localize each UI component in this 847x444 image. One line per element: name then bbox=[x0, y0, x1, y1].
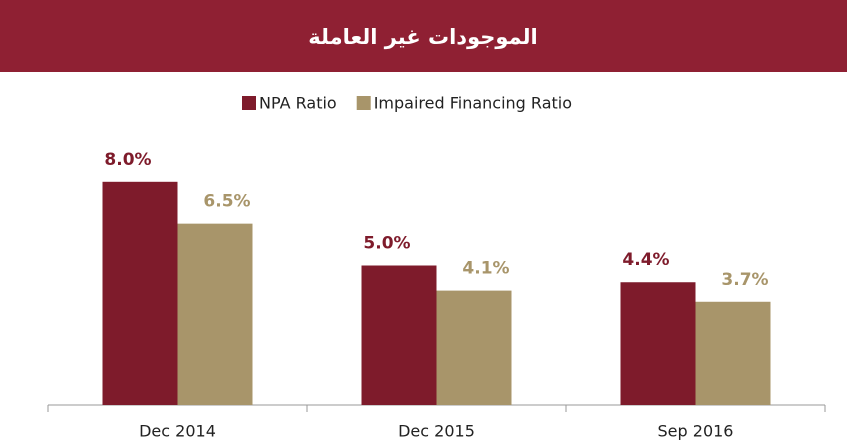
legend-label: Impaired Financing Ratio bbox=[374, 94, 572, 113]
bar bbox=[695, 301, 771, 405]
bar bbox=[177, 223, 253, 405]
x-tick-label: Dec 2015 bbox=[398, 422, 475, 441]
bar bbox=[102, 181, 178, 405]
bar bbox=[620, 282, 696, 405]
data-label: 3.7% bbox=[721, 270, 768, 290]
title-banner bbox=[0, 0, 847, 72]
x-tick-label: Sep 2016 bbox=[658, 422, 734, 441]
bar bbox=[361, 265, 437, 405]
legend-swatch bbox=[356, 96, 371, 110]
data-label: 6.5% bbox=[203, 192, 250, 212]
data-label: 5.0% bbox=[363, 234, 410, 254]
data-label: 4.1% bbox=[462, 259, 509, 279]
x-tick-label: Dec 2014 bbox=[139, 422, 216, 441]
legend-swatch bbox=[242, 96, 256, 110]
legend-label: NPA Ratio bbox=[259, 94, 337, 113]
data-label: 4.4% bbox=[622, 250, 669, 270]
bar bbox=[436, 290, 512, 405]
data-label: 8.0% bbox=[104, 150, 151, 170]
chart-title: الموجودات غير العاملة bbox=[308, 25, 537, 49]
